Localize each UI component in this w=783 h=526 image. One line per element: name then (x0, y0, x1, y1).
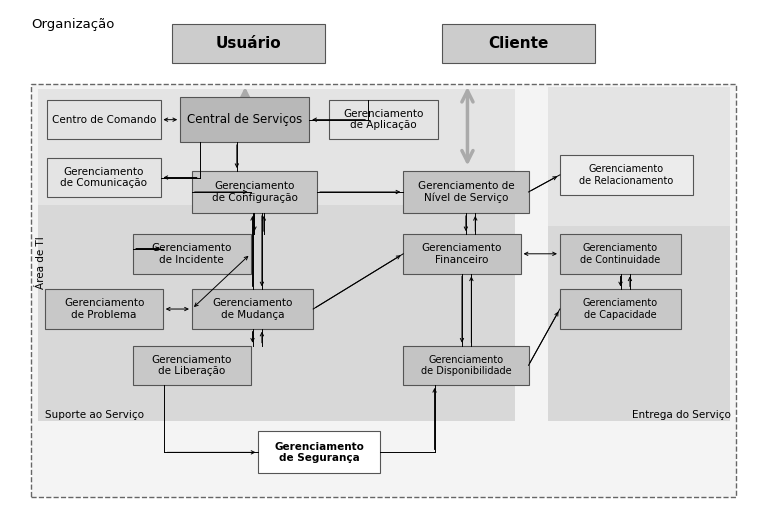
Text: Gerenciamento
de Capacidade: Gerenciamento de Capacidade (583, 298, 658, 320)
Text: Área de TI: Área de TI (37, 237, 46, 289)
Text: Gerenciamento
de Disponibilidade: Gerenciamento de Disponibilidade (420, 355, 511, 376)
FancyBboxPatch shape (31, 84, 736, 497)
Text: Cliente: Cliente (489, 36, 549, 51)
FancyBboxPatch shape (172, 24, 325, 63)
FancyBboxPatch shape (192, 289, 313, 329)
Text: Usuário: Usuário (216, 36, 281, 51)
Text: Gerenciamento
Financeiro: Gerenciamento Financeiro (422, 243, 502, 265)
Text: Gerenciamento
de Aplicação: Gerenciamento de Aplicação (344, 109, 424, 130)
FancyBboxPatch shape (47, 158, 161, 197)
FancyBboxPatch shape (403, 171, 529, 213)
Text: Gerenciamento
de Incidente: Gerenciamento de Incidente (152, 243, 232, 265)
FancyBboxPatch shape (403, 234, 521, 274)
FancyBboxPatch shape (38, 89, 515, 210)
FancyBboxPatch shape (442, 24, 595, 63)
FancyBboxPatch shape (133, 234, 251, 274)
FancyBboxPatch shape (38, 205, 515, 421)
Text: Suporte ao Serviço: Suporte ao Serviço (45, 410, 144, 420)
Text: Centro de Comando: Centro de Comando (52, 115, 156, 125)
Text: Gerenciamento
de Liberação: Gerenciamento de Liberação (152, 355, 232, 376)
FancyBboxPatch shape (548, 87, 730, 226)
Text: Gerenciamento
de Problema: Gerenciamento de Problema (64, 298, 144, 320)
Text: Organização: Organização (31, 18, 114, 32)
FancyBboxPatch shape (329, 100, 438, 139)
FancyBboxPatch shape (192, 171, 317, 213)
FancyBboxPatch shape (47, 100, 161, 139)
Text: Gerenciamento
de Segurança: Gerenciamento de Segurança (274, 441, 364, 463)
Text: Entrega do Serviço: Entrega do Serviço (633, 410, 731, 420)
FancyBboxPatch shape (45, 289, 163, 329)
FancyBboxPatch shape (548, 226, 730, 421)
FancyBboxPatch shape (560, 155, 693, 195)
FancyBboxPatch shape (560, 289, 681, 329)
Text: Gerenciamento
de Configuração: Gerenciamento de Configuração (211, 181, 298, 203)
Text: Gerenciamento
de Mudança: Gerenciamento de Mudança (212, 298, 293, 320)
Text: Gerenciamento
de Continuidade: Gerenciamento de Continuidade (580, 243, 661, 265)
FancyBboxPatch shape (180, 97, 309, 142)
FancyBboxPatch shape (133, 346, 251, 385)
FancyBboxPatch shape (403, 346, 529, 385)
FancyBboxPatch shape (560, 234, 681, 274)
Text: Gerenciamento de
Nível de Serviço: Gerenciamento de Nível de Serviço (417, 181, 514, 203)
Text: Gerenciamento
de Relacionamento: Gerenciamento de Relacionamento (579, 164, 673, 186)
FancyBboxPatch shape (258, 431, 380, 473)
Text: Central de Serviços: Central de Serviços (187, 113, 302, 126)
Text: Gerenciamento
de Comunicação: Gerenciamento de Comunicação (60, 167, 147, 188)
